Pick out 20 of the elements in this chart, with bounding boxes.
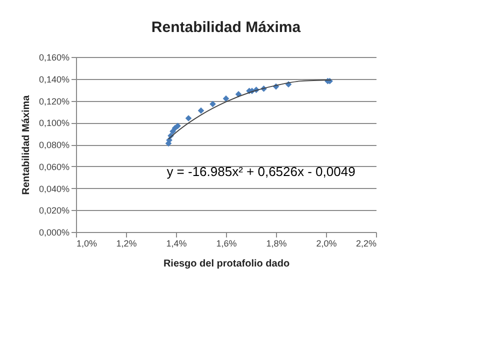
x-tick-label: 2,0% [316,238,337,248]
x-axis-title: Riesgo del protafolio dado [163,258,290,270]
annotation: y = -16.985x² + 0,6526x - 0,0049 [166,164,356,179]
x-tick-label: 1,8% [266,238,287,248]
y-tick-label: 0,080% [38,140,70,150]
y-axis-title: Rentabilidad Máxima [20,94,32,195]
y-tick-label: 0,000% [38,228,70,238]
y-tick-label: 0,160% [38,52,70,62]
y-tick-label: 0,140% [38,74,70,84]
y-tick-label: 0,120% [38,96,70,106]
y-tick-label: 0,020% [38,206,70,216]
x-tick-label: 2,2% [356,238,376,248]
x-tick-label: 1,2% [116,238,137,248]
x-tick-label: 1,0% [76,238,98,248]
y-tick-label: 0,040% [38,184,70,194]
y-tick-label: 0,100% [38,118,70,128]
x-tick-label: 1,4% [166,238,187,248]
y-tick-label: 0,060% [38,162,70,172]
x-tick-label: 1,6% [216,238,237,248]
chart-title: Rentabilidad Máxima [151,19,302,36]
